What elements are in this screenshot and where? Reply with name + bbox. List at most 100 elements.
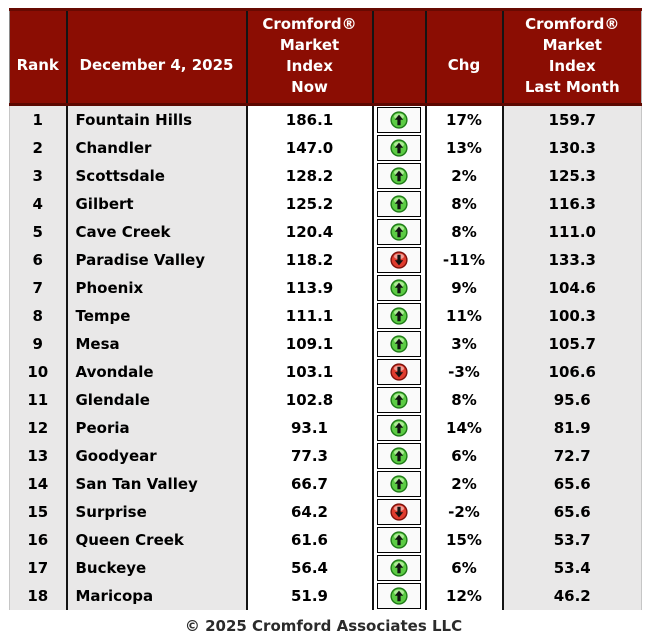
chg-cell: 11% bbox=[424, 302, 503, 330]
city-cell: Surprise bbox=[65, 498, 247, 526]
up-arrow-icon bbox=[377, 163, 421, 189]
trend-cell bbox=[371, 470, 426, 498]
index-now-cell: 103.1 bbox=[245, 358, 373, 386]
trend-cell bbox=[371, 302, 426, 330]
header-date: December 4, 2025 bbox=[65, 8, 247, 106]
chg-cell: 6% bbox=[424, 554, 503, 582]
index-now-cell: 186.1 bbox=[245, 104, 373, 134]
header-index-now: Cromford® Market Index Now bbox=[245, 8, 373, 106]
index-last-month-cell: 65.6 bbox=[501, 498, 642, 526]
rank-cell: 10 bbox=[9, 358, 67, 386]
down-arrow-icon bbox=[377, 499, 421, 525]
up-arrow-icon bbox=[377, 527, 421, 553]
chg-cell: -2% bbox=[424, 498, 503, 526]
index-now-cell: 111.1 bbox=[245, 302, 373, 330]
chg-cell: 15% bbox=[424, 526, 503, 554]
index-last-month-cell: 72.7 bbox=[501, 442, 642, 470]
index-last-month-cell: 95.6 bbox=[501, 386, 642, 414]
rank-cell: 17 bbox=[9, 554, 67, 582]
index-now-cell: 128.2 bbox=[245, 162, 373, 190]
rank-cell: 3 bbox=[9, 162, 67, 190]
chg-cell: 2% bbox=[424, 470, 503, 498]
city-cell: Paradise Valley bbox=[65, 246, 247, 274]
index-now-cell: 120.4 bbox=[245, 218, 373, 246]
chg-cell: 8% bbox=[424, 386, 503, 414]
city-cell: Avondale bbox=[65, 358, 247, 386]
city-cell: Phoenix bbox=[65, 274, 247, 302]
city-cell: Maricopa bbox=[65, 582, 247, 610]
up-arrow-icon bbox=[377, 471, 421, 497]
trend-cell bbox=[371, 330, 426, 358]
rank-cell: 7 bbox=[9, 274, 67, 302]
index-now-cell: 56.4 bbox=[245, 554, 373, 582]
rank-cell: 9 bbox=[9, 330, 67, 358]
index-now-cell: 125.2 bbox=[245, 190, 373, 218]
up-arrow-icon bbox=[377, 443, 421, 469]
rank-cell: 5 bbox=[9, 218, 67, 246]
table-row: 13 Goodyear 77.3 6% 72.7 bbox=[9, 442, 642, 470]
rank-cell: 6 bbox=[9, 246, 67, 274]
up-arrow-icon bbox=[377, 583, 421, 609]
city-cell: Chandler bbox=[65, 134, 247, 162]
index-last-month-cell: 46.2 bbox=[501, 582, 642, 610]
rank-cell: 4 bbox=[9, 190, 67, 218]
table-row: 11 Glendale 102.8 8% 95.6 bbox=[9, 386, 642, 414]
index-now-cell: 109.1 bbox=[245, 330, 373, 358]
index-last-month-cell: 53.4 bbox=[501, 554, 642, 582]
down-arrow-icon bbox=[377, 247, 421, 273]
index-now-cell: 93.1 bbox=[245, 414, 373, 442]
up-arrow-icon bbox=[377, 275, 421, 301]
trend-cell bbox=[371, 582, 426, 610]
rank-cell: 18 bbox=[9, 582, 67, 610]
index-now-cell: 51.9 bbox=[245, 582, 373, 610]
trend-cell bbox=[371, 162, 426, 190]
index-now-cell: 147.0 bbox=[245, 134, 373, 162]
rank-cell: 1 bbox=[9, 104, 67, 134]
trend-cell bbox=[371, 554, 426, 582]
trend-cell bbox=[371, 358, 426, 386]
index-last-month-cell: 116.3 bbox=[501, 190, 642, 218]
table-row: 15 Surprise 64.2 -2% 65.6 bbox=[9, 498, 642, 526]
table-row: 10 Avondale 103.1 -3% 106.6 bbox=[9, 358, 642, 386]
trend-cell bbox=[371, 386, 426, 414]
header-chg: Chg bbox=[424, 8, 503, 106]
trend-cell bbox=[371, 134, 426, 162]
trend-cell bbox=[371, 218, 426, 246]
rank-cell: 16 bbox=[9, 526, 67, 554]
index-last-month-cell: 130.3 bbox=[501, 134, 642, 162]
index-now-cell: 64.2 bbox=[245, 498, 373, 526]
index-now-cell: 66.7 bbox=[245, 470, 373, 498]
trend-cell bbox=[371, 104, 426, 134]
city-cell: Gilbert bbox=[65, 190, 247, 218]
header-row: Rank December 4, 2025 Cromford® Market I… bbox=[9, 8, 642, 106]
index-last-month-cell: 111.0 bbox=[501, 218, 642, 246]
chg-cell: -3% bbox=[424, 358, 503, 386]
table-row: 5 Cave Creek 120.4 8% 111.0 bbox=[9, 218, 642, 246]
up-arrow-icon bbox=[377, 135, 421, 161]
chg-cell: 14% bbox=[424, 414, 503, 442]
table-header: Rank December 4, 2025 Cromford® Market I… bbox=[9, 8, 642, 106]
table-row: 7 Phoenix 113.9 9% 104.6 bbox=[9, 274, 642, 302]
down-arrow-icon bbox=[377, 359, 421, 385]
trend-cell bbox=[371, 190, 426, 218]
city-cell: Goodyear bbox=[65, 442, 247, 470]
index-last-month-cell: 81.9 bbox=[501, 414, 642, 442]
rank-cell: 11 bbox=[9, 386, 67, 414]
index-last-month-cell: 65.6 bbox=[501, 470, 642, 498]
index-now-cell: 113.9 bbox=[245, 274, 373, 302]
table-body: 1 Fountain Hills 186.1 17% 159.7 2 Chandler 147… bbox=[9, 104, 642, 610]
rank-cell: 15 bbox=[9, 498, 67, 526]
rank-cell: 2 bbox=[9, 134, 67, 162]
city-cell: Buckeye bbox=[65, 554, 247, 582]
city-cell: Queen Creek bbox=[65, 526, 247, 554]
up-arrow-icon bbox=[377, 387, 421, 413]
up-arrow-icon bbox=[377, 555, 421, 581]
chg-cell: 13% bbox=[424, 134, 503, 162]
table-row: 18 Maricopa 51.9 12% 46.2 bbox=[9, 582, 642, 610]
chg-cell: 6% bbox=[424, 442, 503, 470]
up-arrow-icon bbox=[377, 219, 421, 245]
table-row: 4 Gilbert 125.2 8% 116.3 bbox=[9, 190, 642, 218]
index-last-month-cell: 100.3 bbox=[501, 302, 642, 330]
trend-cell bbox=[371, 526, 426, 554]
